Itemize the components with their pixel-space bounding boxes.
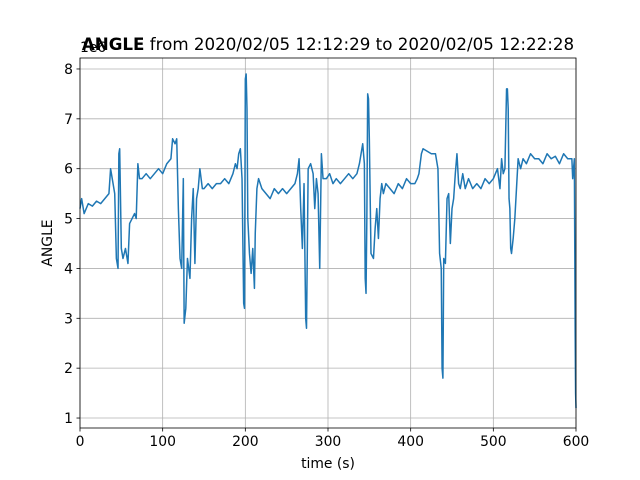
chart-title: ANGLE from 2020/02/05 12:12:29 to 2020/0… [82, 34, 574, 54]
title-text: from 2020/02/05 12:12:29 to 2020/02/05 1… [150, 34, 574, 54]
y-tick-label: 3 [64, 311, 73, 327]
x-tick-label: 200 [232, 434, 259, 450]
x-axis-label: time (s) [301, 456, 355, 472]
y-tick-label: 2 [64, 361, 73, 377]
x-tick-label: 300 [315, 434, 342, 450]
data-line [79, 73, 577, 409]
y-tick-label: 7 [64, 112, 73, 128]
y-tick-label: 6 [64, 162, 73, 178]
y-tick-label: 5 [64, 212, 73, 228]
y-tick-label: 4 [64, 261, 73, 277]
x-tick-label: 100 [149, 434, 176, 450]
x-tick-label: 400 [397, 434, 424, 450]
axes-frame [79, 57, 577, 429]
y-axis-label: ANGLE [40, 219, 56, 266]
y-tick-label: 8 [64, 62, 73, 78]
y-offset-text: 1e6 [80, 40, 106, 56]
x-tick-label: 0 [76, 434, 85, 450]
y-tick-label: 1 [64, 411, 73, 427]
title-emphasis: ANGLE [82, 34, 145, 54]
x-tick-label: 600 [563, 434, 590, 450]
x-tick-label: 500 [480, 434, 507, 450]
